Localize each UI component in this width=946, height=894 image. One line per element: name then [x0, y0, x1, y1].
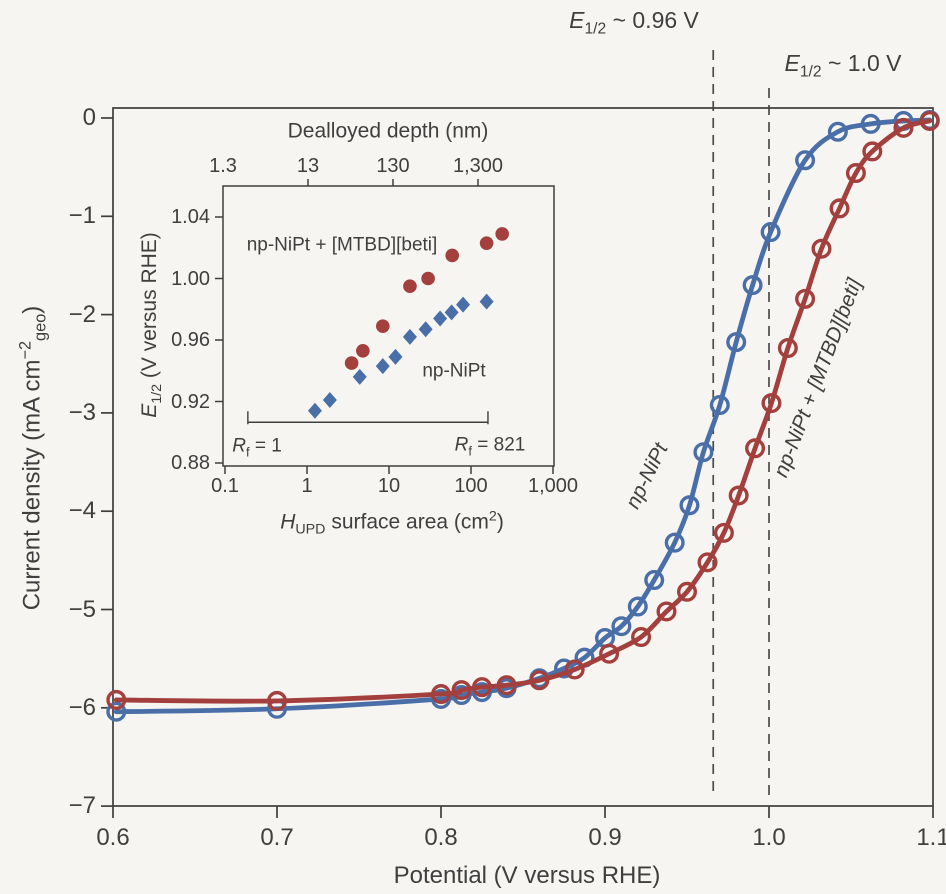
- inset-x-tick-label: 0.1: [211, 475, 239, 497]
- x-tick-label: 0.7: [260, 824, 294, 851]
- inset-x-tick-label: 100: [454, 475, 488, 497]
- inset-y-tick-label: 0.92: [171, 390, 210, 413]
- y-tick-label: −1: [68, 202, 96, 230]
- half-wave-dashed-lines: [712, 50, 770, 797]
- curve-np-nipt: [106, 109, 940, 722]
- y-tick-label: −3: [68, 398, 96, 426]
- y-axis-title: Current density (mA cm−2geo): [16, 305, 50, 611]
- inset-top-tick-label: 130: [376, 155, 410, 177]
- y-tick-label: −7: [68, 792, 96, 820]
- inset-bottom-axis-title: HUPD surface area (cm2): [280, 508, 504, 538]
- main-axis-ticks: [101, 117, 934, 818]
- inset-y-tick-label: 0.88: [171, 452, 210, 474]
- inset-top-tick-label: 1,300: [452, 155, 504, 177]
- inset-top-axis-title: Dealloyed depth (nm): [287, 119, 489, 143]
- inset-top-tick-label: 1.3: [209, 155, 237, 177]
- inset-y-axis-title: E1/2 (V versus RHE): [138, 232, 166, 418]
- inset-axis-ticks: [215, 179, 554, 474]
- rf-bracket: [247, 411, 489, 425]
- annotation-e-half-10: E1/2 ~ 1.0 V: [784, 50, 902, 81]
- y-tick-label: −4: [68, 497, 96, 525]
- inset-label-np-nipt-mtbd-beti: np-NiPt + [MTBD][beti]: [246, 234, 438, 256]
- inset-label-np-nipt: np-NiPt: [422, 360, 486, 382]
- inset-y-tick-label: 0.96: [171, 329, 210, 351]
- x-tick-label: 1.1: [916, 824, 946, 851]
- y-tick-label: 0: [82, 104, 96, 131]
- x-tick-label: 0.6: [96, 824, 130, 851]
- inset-y-tick-label: 1.00: [171, 267, 210, 290]
- main-plot-frame: [112, 107, 934, 807]
- inset-points-np-nipt-mtbd-beti: [344, 227, 509, 370]
- inset-points-np-nipt: [307, 293, 494, 419]
- inset-y-tick-label: 1.04: [171, 206, 210, 228]
- y-tick-label: −2: [68, 300, 96, 328]
- inset-x-tick-label: 1,000: [527, 475, 579, 497]
- inset-x-tick-label: 1: [301, 475, 313, 497]
- rf-label-left: Rf = 1: [232, 435, 282, 460]
- annotation-e-half-096: E1/2 ~ 0.96 V: [569, 7, 699, 38]
- rf-label-right: Rf = 821: [454, 434, 526, 459]
- curve-np-nipt-mtbd-beti: [106, 110, 940, 711]
- x-axis-title: Potential (V versus RHE): [393, 861, 661, 889]
- x-tick-label: 0.8: [424, 824, 458, 851]
- x-tick-label: 0.9: [588, 824, 622, 851]
- inset-top-tick-label: 13: [296, 155, 320, 177]
- y-tick-label: −6: [68, 693, 96, 721]
- inset-x-tick-label: 10: [377, 475, 401, 497]
- y-tick-label: −5: [68, 595, 96, 623]
- x-tick-label: 1.0: [752, 824, 786, 851]
